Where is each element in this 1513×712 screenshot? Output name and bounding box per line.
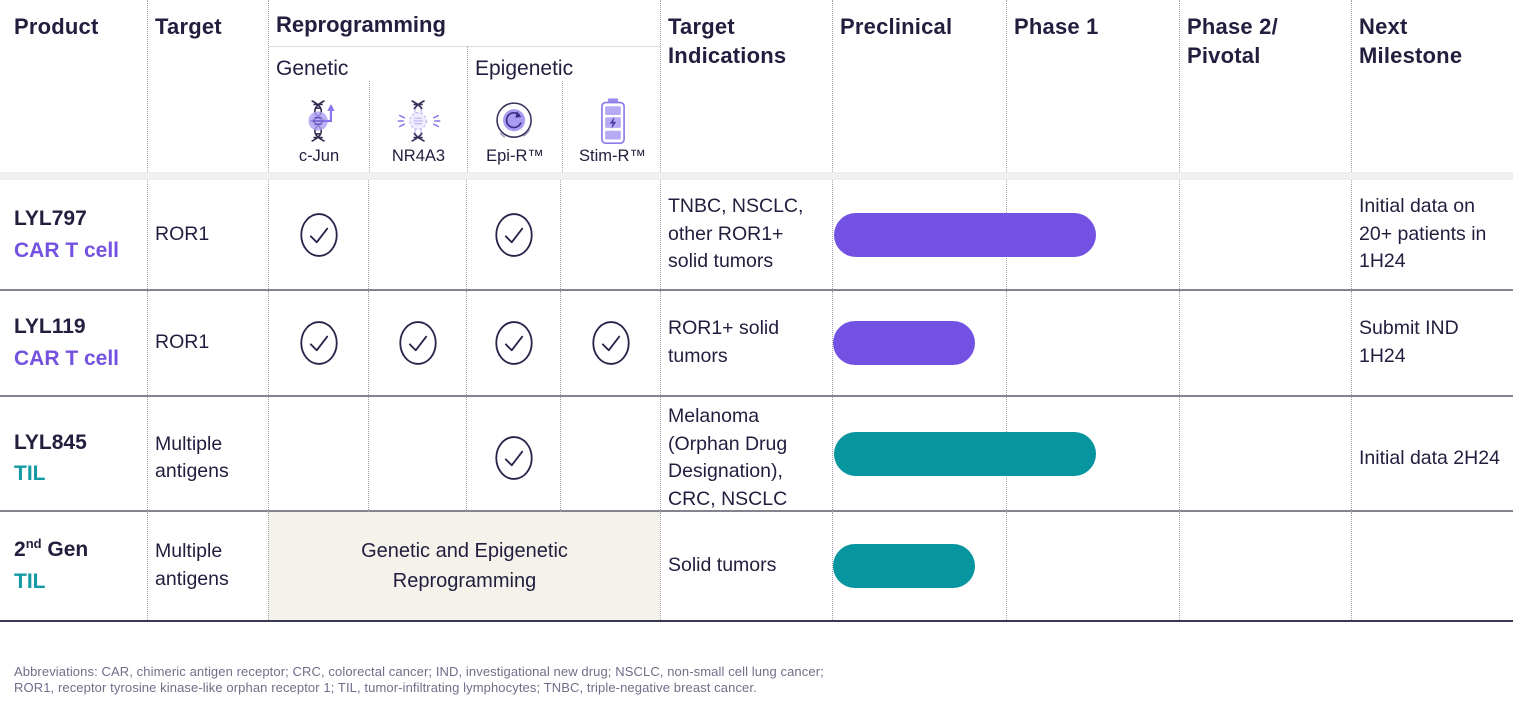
target-cell: ROR1 <box>147 291 268 395</box>
indications-cell: ROR1+ solid tumors <box>660 291 832 395</box>
indications-cell: Melanoma (Orphan Drug Designation), CRC,… <box>660 397 832 520</box>
epigenetic-icon-row: Epi-R™ Stim-R™ <box>468 81 661 172</box>
product-modality: TIL <box>14 570 46 593</box>
subcol-label-nr4a3: NR4A3 <box>391 147 446 165</box>
stage-cell-preclinical <box>832 291 1006 395</box>
col-header-phase2-pivotal: Phase 2/ Pivotal <box>1179 0 1351 172</box>
stage-cell-phase2 <box>1179 512 1351 620</box>
merged-reprogramming-cell: Genetic and Epigenetic Reprogramming <box>268 512 660 620</box>
abbreviations-footnote: Abbreviations: CAR, chimeric antigen rec… <box>14 664 1513 696</box>
stage-cell-phase1 <box>1006 512 1179 620</box>
table-header: Product Target Reprogramming Genetic <box>0 0 1513 172</box>
col-header-indications: Target Indications <box>660 0 832 172</box>
subcol-label-epi-r: Epi-R™ <box>486 147 544 165</box>
footnote-line-2: ROR1, receptor tyrosine kinase-like orph… <box>14 679 757 695</box>
group-epigenetic: Epigenetic Epi-R™ <box>467 47 661 172</box>
checkmark-icon <box>494 212 533 257</box>
check-cell-epi-r <box>466 397 560 520</box>
col-header-preclinical: Preclinical <box>832 0 1006 172</box>
col-header-genetic: Genetic <box>276 57 349 80</box>
stage-progress-bar <box>834 212 1096 257</box>
subcol-epi-r: Epi-R™ <box>468 81 562 172</box>
col-header-phase1: Phase 1 <box>1006 0 1179 172</box>
table-row-2nd-gen-til: 2nd Gen TIL Multiple antigens Genetic an… <box>0 512 1513 622</box>
check-cell-nr4a3 <box>368 397 466 520</box>
check-cell-c-jun <box>268 291 368 395</box>
product-name: LYL845 <box>14 430 87 454</box>
footnote-line-1: Abbreviations: CAR, chimeric antigen rec… <box>14 664 824 679</box>
product-cell: 2nd Gen TIL <box>0 512 147 620</box>
milestone-cell: Initial data 2H24 <box>1351 397 1513 520</box>
product-cell: LYL845 TIL <box>0 397 147 520</box>
subcol-c-jun: c-Jun <box>269 81 369 172</box>
target-cell: Multiple antigens <box>147 512 268 620</box>
pipeline-table: Product Target Reprogramming Genetic <box>0 0 1513 696</box>
product-name: LYL119 <box>14 315 86 339</box>
product-name: LYL797 <box>14 206 87 230</box>
epi-r-cell-cycle-icon <box>496 102 532 138</box>
stage-cell-preclinical <box>832 397 1006 520</box>
milestone-cell: Submit IND 1H24 <box>1351 291 1513 395</box>
checkmark-icon <box>398 321 437 365</box>
col-header-epigenetic: Epigenetic <box>475 57 574 80</box>
col-header-reprogramming: Reprogramming <box>269 0 660 47</box>
check-cell-stim-r <box>560 291 660 395</box>
col-header-product: Product <box>14 14 99 39</box>
c-jun-dna-icon <box>308 100 335 142</box>
stage-cell-phase2 <box>1179 180 1351 289</box>
checkmark-icon <box>494 436 533 481</box>
subcol-stim-r: Stim-R™ <box>562 81 662 172</box>
checkmark-icon <box>299 321 338 365</box>
target-cell: Multiple antigens <box>147 397 268 520</box>
subcol-nr4a3: NR4A3 <box>369 81 467 172</box>
stage-progress-bar <box>833 321 975 365</box>
product-name: 2nd Gen <box>14 536 89 562</box>
check-cell-c-jun <box>268 180 368 289</box>
reprogramming-subgroups: Genetic <box>269 47 660 172</box>
check-cell-epi-r <box>466 180 560 289</box>
table-row-lyl797: LYL797 CAR T cell ROR1 TNBC, NSCLC, othe… <box>0 180 1513 291</box>
stage-progress-bar <box>833 544 975 588</box>
checkmark-icon <box>494 321 533 365</box>
check-cell-epi-r <box>466 291 560 395</box>
stage-cell-preclinical <box>832 512 1006 620</box>
product-modality: CAR T cell <box>14 238 120 262</box>
subcol-label-stim-r: Stim-R™ <box>579 147 646 165</box>
check-cell-c-jun <box>268 397 368 520</box>
checkmark-icon <box>299 212 338 257</box>
product-cell: LYL119 CAR T cell <box>0 291 147 395</box>
group-genetic: Genetic <box>269 47 467 172</box>
subcol-label-c-jun: c-Jun <box>298 147 340 165</box>
indications-cell: Solid tumors <box>660 512 832 620</box>
stage-cell-phase2 <box>1179 397 1351 520</box>
table-row-lyl119: LYL119 CAR T cell ROR1 ROR1+ solid tumor… <box>0 291 1513 397</box>
check-cell-nr4a3 <box>368 291 466 395</box>
stage-cell-phase1 <box>1006 291 1179 395</box>
stage-cell-preclinical <box>832 180 1006 289</box>
indications-cell: TNBC, NSCLC, other ROR1+ solid tumors <box>660 180 832 289</box>
stage-progress-bar <box>834 431 1096 476</box>
header-divider-band <box>0 172 1513 180</box>
product-modality: CAR T cell <box>14 347 120 370</box>
check-cell-nr4a3 <box>368 180 466 289</box>
target-cell: ROR1 <box>147 180 268 289</box>
product-cell: LYL797 CAR T cell <box>0 180 147 289</box>
check-cell-stim-r <box>560 180 660 289</box>
check-cell-stim-r <box>560 397 660 520</box>
nr4a3-dna-knockout-icon <box>397 100 440 142</box>
product-modality: TIL <box>14 462 46 486</box>
checkmark-icon <box>591 321 630 365</box>
col-header-target: Target <box>147 0 268 172</box>
col-header-next-milestone: Next Milestone <box>1351 0 1513 172</box>
table-row-lyl845: LYL845 TIL Multiple antigens Melanoma (O… <box>0 397 1513 520</box>
genetic-icon-row: c-Jun <box>269 81 467 172</box>
col-group-reprogramming: Reprogramming Genetic <box>268 0 660 172</box>
stage-cell-phase2 <box>1179 291 1351 395</box>
milestone-cell <box>1351 512 1513 620</box>
stim-r-battery-icon <box>600 98 625 144</box>
milestone-cell: Initial data on 20+ patients in 1H24 <box>1351 180 1513 289</box>
